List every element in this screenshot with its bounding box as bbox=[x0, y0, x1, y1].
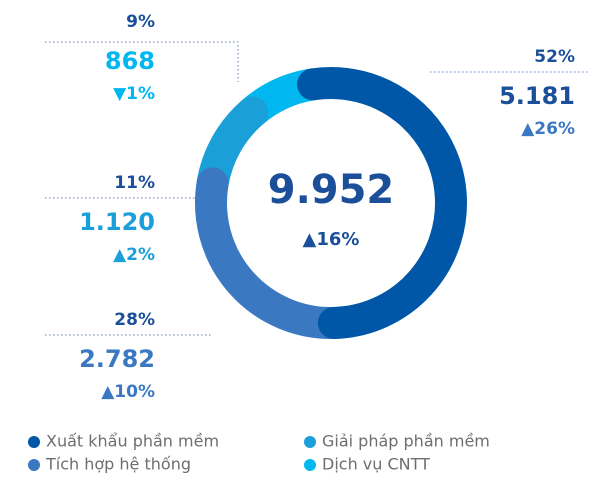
legend-swatch bbox=[28, 436, 40, 448]
donut-segment bbox=[297, 67, 467, 339]
legend-swatch bbox=[28, 459, 40, 471]
percent-label: 52% bbox=[534, 47, 575, 67]
legend-swatch bbox=[304, 459, 316, 471]
percent-label: 9% bbox=[126, 12, 155, 32]
change-label: ▲26% bbox=[521, 119, 575, 139]
change-label: ▼1% bbox=[113, 84, 155, 104]
donut-segment bbox=[195, 167, 350, 339]
legend-label: Giải pháp phần mềm bbox=[322, 432, 490, 451]
legend-label: Tích hợp hệ thống bbox=[45, 455, 191, 474]
legend-label: Dịch vụ CNTT bbox=[322, 455, 430, 474]
percent-label: 11% bbox=[114, 173, 155, 193]
amount-label: 5.181 bbox=[499, 82, 575, 110]
leader-line bbox=[45, 41, 239, 82]
change-label: ▲10% bbox=[101, 382, 155, 402]
legend-swatch bbox=[304, 436, 316, 448]
amount-label: 2.782 bbox=[79, 345, 155, 373]
center-total: 9.952 bbox=[268, 167, 395, 213]
percent-label: 28% bbox=[114, 310, 155, 330]
change-label: ▲2% bbox=[113, 245, 155, 265]
amount-label: 1.120 bbox=[79, 208, 155, 236]
legend-label: Xuất khẩu phần mềm bbox=[46, 432, 219, 451]
amount-label: 868 bbox=[105, 47, 155, 75]
center-change: ▲16% bbox=[303, 229, 360, 250]
